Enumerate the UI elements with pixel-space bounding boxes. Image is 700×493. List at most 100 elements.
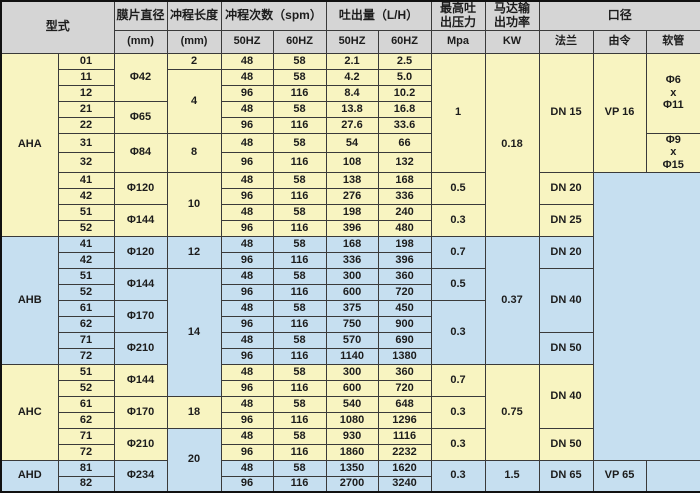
table-row: 52 96 116 600 720: [1, 379, 700, 397]
flange-cell: DN 20: [538, 171, 594, 205]
spm-cell: 48: [220, 52, 274, 70]
empty-cell: [645, 459, 700, 493]
output-cell: 2700: [325, 475, 379, 493]
pressure-cell: 0.5: [430, 267, 486, 301]
output-cell: 336: [325, 251, 379, 269]
model-cell: 71: [57, 427, 115, 445]
output-cell: 300: [325, 363, 379, 381]
diaphragm-cell: Φ120: [113, 171, 168, 205]
output-cell: 396: [377, 251, 432, 269]
diaphragm-cell: Φ42: [113, 52, 168, 102]
table-row: 42 96 116 336 396: [1, 251, 700, 269]
union-cell: VP 65: [592, 459, 647, 493]
spm-cell: 58: [272, 331, 327, 349]
spm-cell: 48: [220, 395, 274, 413]
output-cell: 132: [377, 152, 432, 173]
table-row: 61 Φ170 48 58 375 450 0.3: [1, 299, 700, 365]
model-cell: 62: [57, 315, 115, 333]
flange-cell: DN 25: [538, 203, 594, 237]
spm-cell: 48: [220, 299, 274, 317]
header-row-2: (mm) (mm) 50HZ 60HZ 50HZ 60HZ Mpa KW 法兰 由令 软管: [1, 29, 700, 54]
output-cell: 1296: [377, 411, 432, 429]
pressure-cell: 1: [430, 52, 486, 173]
flange-cell: DN 40: [538, 363, 594, 429]
model-cell: 81: [57, 459, 115, 477]
output-cell: 4.2: [325, 68, 379, 86]
output-cell: 108: [325, 152, 379, 173]
spm-cell: 48: [220, 331, 274, 349]
spm-cell: 58: [272, 459, 327, 477]
header-flange: 法兰: [538, 29, 594, 54]
spm-cell: 116: [272, 84, 327, 102]
header-output-60hz: 60HZ: [377, 29, 432, 54]
flange-cell: DN 50: [538, 427, 594, 461]
power-cell: 1.5: [484, 459, 540, 493]
output-cell: 240: [377, 203, 432, 221]
table-row: 72 96 116 1140 1380: [1, 347, 700, 365]
spm-cell: 116: [272, 379, 327, 397]
table-row: 32 96 116 108 132: [1, 152, 700, 173]
table-row: 71 Φ210 20 48 58 930 1116 0.3 DN 50: [1, 427, 700, 493]
output-cell: 8.4: [325, 84, 379, 102]
spm-cell: 58: [272, 203, 327, 221]
pressure-cell: 0.3: [430, 299, 486, 365]
spm-cell: 96: [220, 219, 274, 237]
output-cell: 1860: [325, 443, 379, 461]
stroke-cell: 2: [166, 52, 222, 70]
model-cell: 51: [57, 203, 115, 221]
header-spm-60hz: 60HZ: [272, 29, 327, 54]
series-cell: AHD: [0, 459, 59, 493]
table-row: 71 Φ210 48 58 570 690 DN 50: [1, 331, 700, 365]
spm-cell: 116: [272, 116, 327, 134]
model-cell: 01: [57, 52, 115, 70]
output-cell: 1116: [377, 427, 432, 445]
stroke-cell: 14: [166, 267, 222, 397]
output-cell: 2232: [377, 443, 432, 461]
spm-cell: 48: [220, 235, 274, 253]
spm-cell: 116: [272, 347, 327, 365]
spm-cell: 58: [272, 235, 327, 253]
header-power-unit: KW: [484, 29, 540, 54]
pressure-cell: 0.7: [430, 235, 486, 269]
spm-cell: 48: [220, 203, 274, 221]
output-cell: 300: [325, 267, 379, 285]
pressure-cell: 0.3: [430, 427, 486, 461]
model-cell: 61: [57, 299, 115, 317]
spm-cell: 96: [220, 283, 274, 301]
output-cell: 2.5: [377, 52, 432, 70]
spm-cell: 48: [220, 132, 274, 154]
model-cell: 72: [57, 347, 115, 365]
model-cell: 52: [57, 283, 115, 301]
table-row: AHD 81 Φ234 48 58 1350 1620 0.3 1.5 DN 65 VP 65: [0, 459, 700, 493]
output-cell: 27.6: [325, 116, 379, 134]
spm-cell: 116: [272, 219, 327, 237]
spm-cell: 48: [220, 363, 274, 381]
series-cell: AHA: [0, 52, 59, 237]
flange-cell: DN 15: [538, 52, 594, 173]
spm-cell: 48: [220, 68, 274, 86]
spm-cell: 48: [220, 171, 274, 189]
output-cell: 168: [325, 235, 379, 253]
flange-cell: DN 40: [538, 267, 594, 333]
spm-cell: 116: [272, 411, 327, 429]
spm-cell: 58: [272, 395, 327, 413]
output-cell: 690: [377, 331, 432, 349]
table-row: 62 96 116 1080 1296: [1, 411, 700, 429]
model-cell: 71: [57, 331, 115, 349]
power-cell: 0.37: [484, 235, 540, 365]
table-row: 11 4 48 58 4.2 5.0: [1, 68, 700, 134]
model-cell: 42: [57, 251, 115, 269]
header-motor-output-power: 马达输 出功率: [484, 0, 540, 31]
output-cell: 198: [377, 235, 432, 253]
model-cell: 32: [57, 152, 115, 173]
diaphragm-cell: Φ84: [113, 132, 168, 173]
stroke-cell: 20: [166, 427, 222, 493]
diaphragm-cell: Φ210: [113, 331, 168, 365]
table-body: AHA 01 Φ42 2 48 58 2.1 2.5 1 0.18 DN 15 VP 16 Φ6 x Φ…: [0, 52, 700, 493]
header-caliber: 口径: [538, 0, 700, 31]
model-cell: 31: [57, 132, 115, 154]
header-diaphragm-diameter: 膜片直径: [113, 0, 168, 31]
spm-cell: 58: [272, 52, 327, 70]
pressure-cell: 0.3: [430, 395, 486, 429]
model-cell: 62: [57, 411, 115, 429]
